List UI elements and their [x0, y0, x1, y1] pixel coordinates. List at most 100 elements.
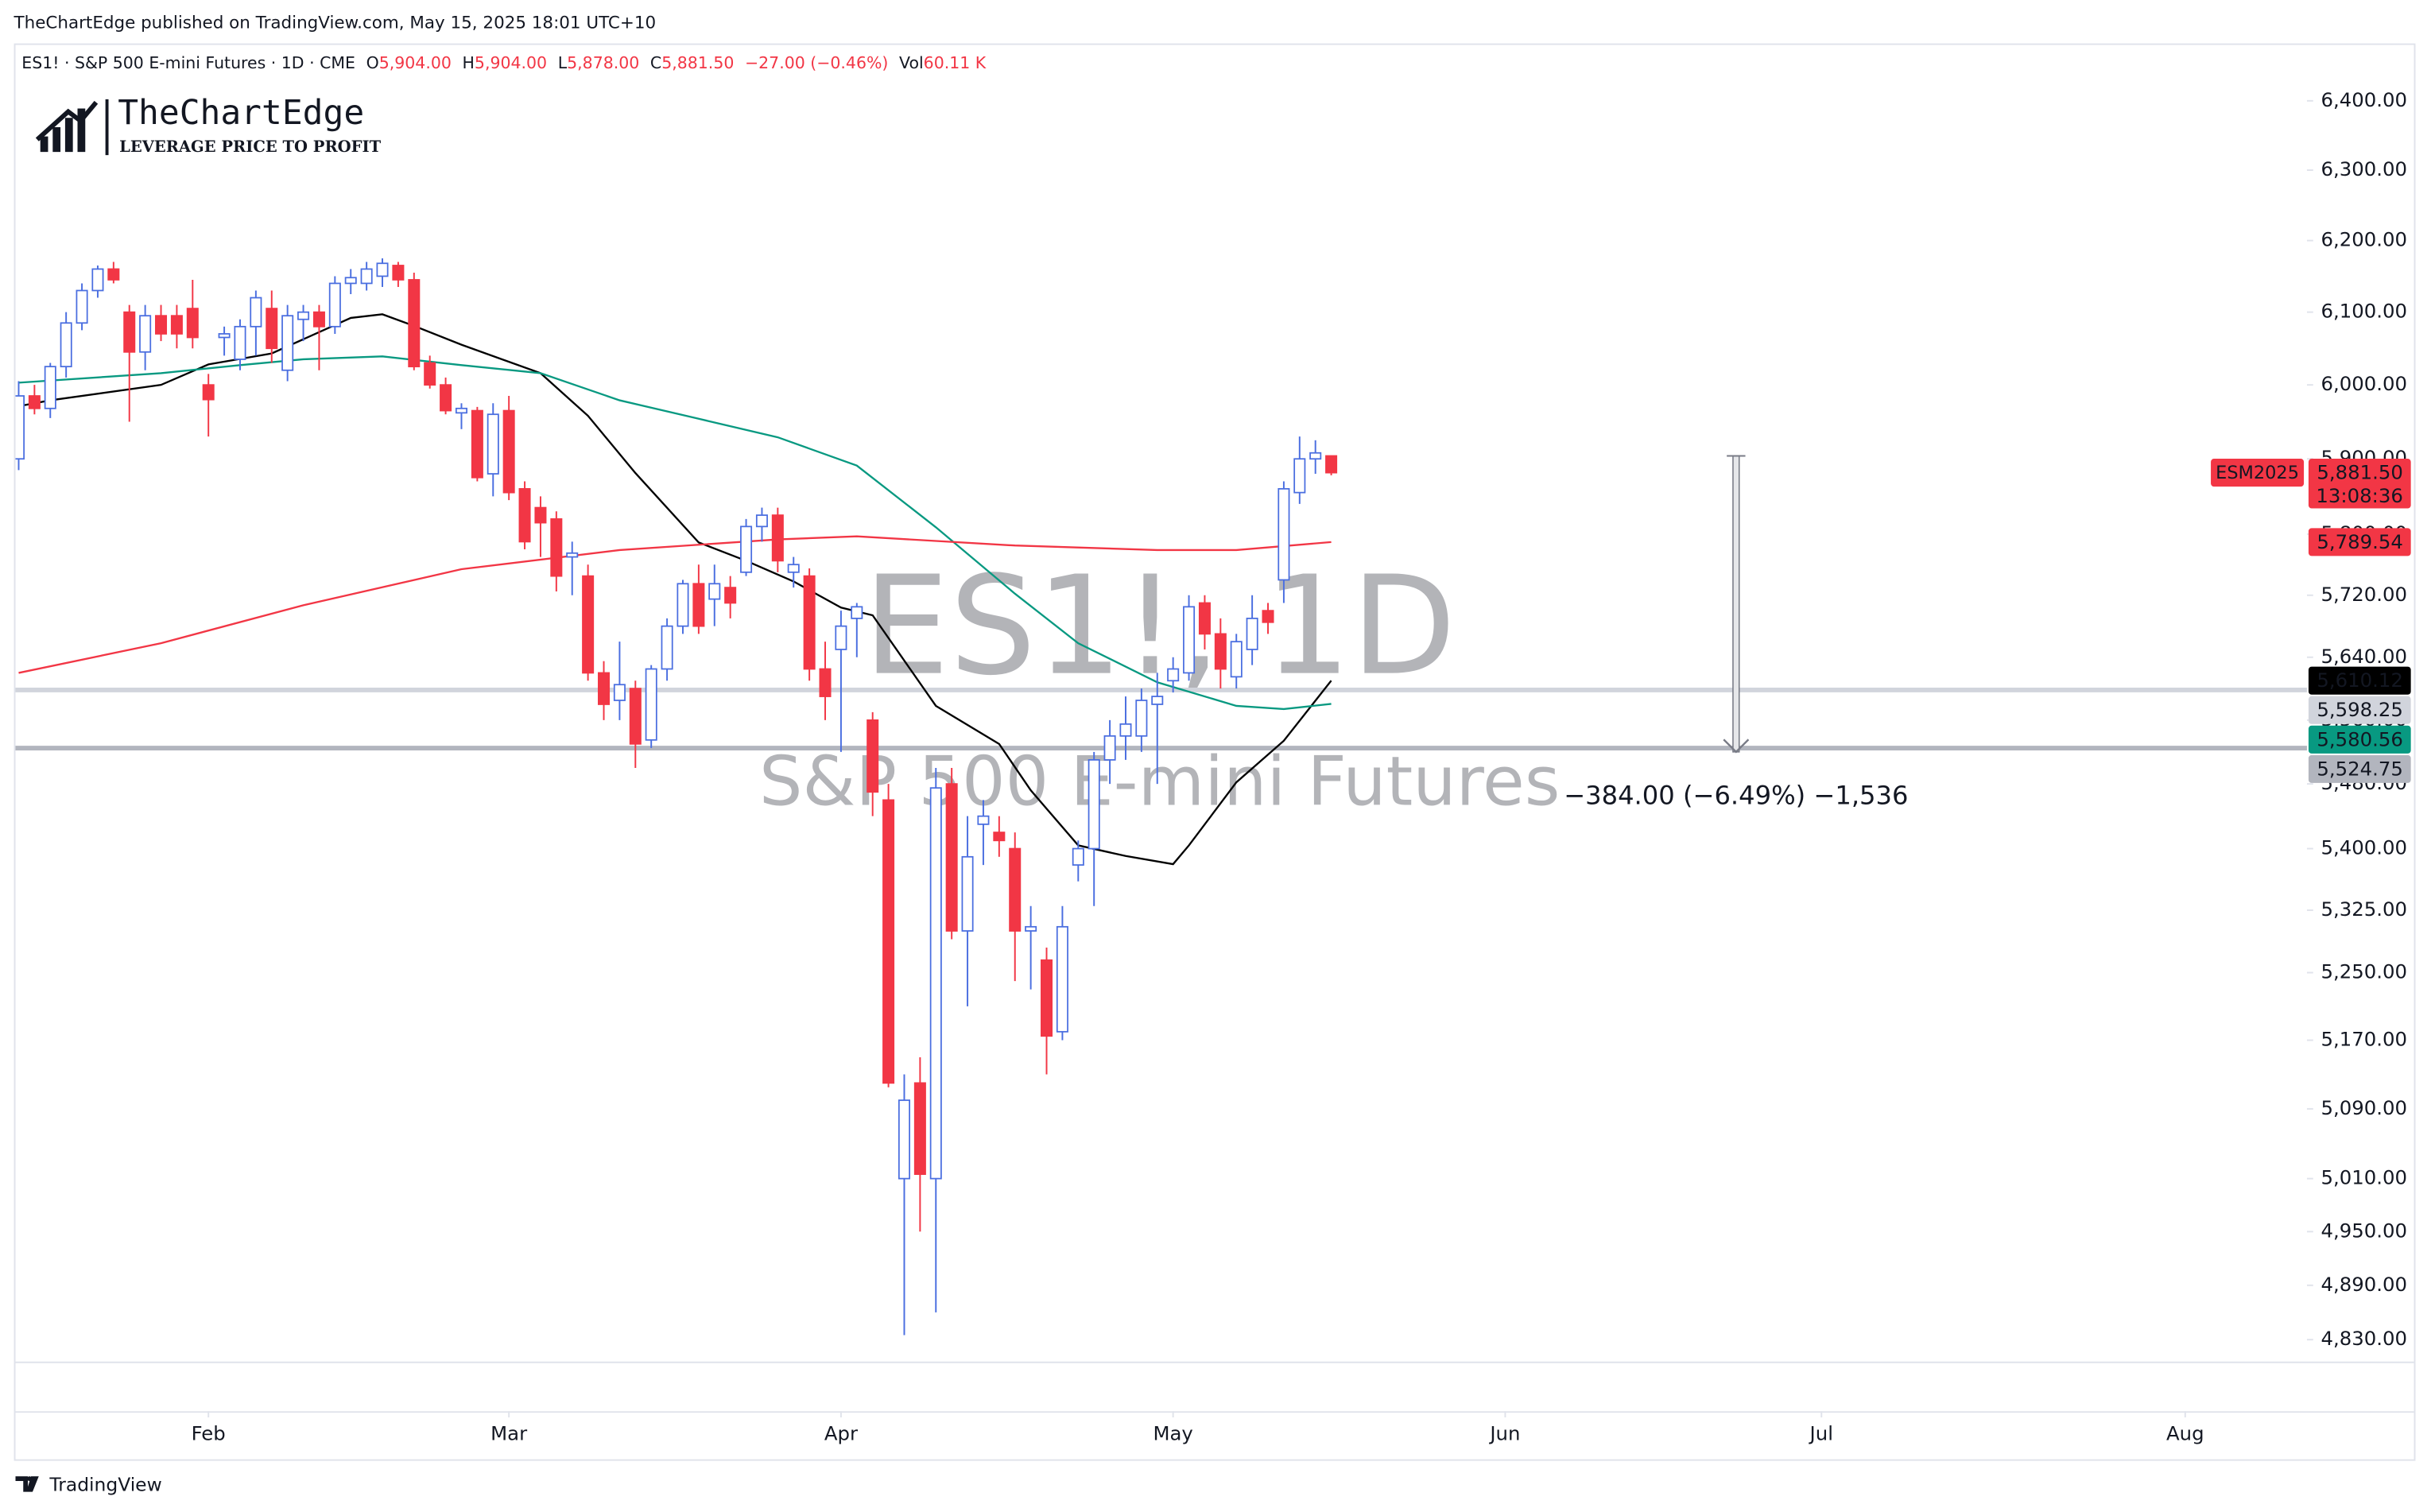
legend-key: O: [366, 53, 379, 72]
candle-body: [44, 366, 56, 409]
logo-bars: [40, 108, 86, 153]
price-label-bg: [2308, 725, 2411, 754]
candle-body: [582, 575, 595, 674]
candle-body: [1183, 606, 1196, 674]
candle-body: [613, 684, 626, 701]
publisher-line: TheChartEdge published on TradingView.co…: [14, 13, 657, 33]
candle-body: [60, 322, 72, 368]
price-label-bg: [2308, 754, 2411, 783]
candle-body: [234, 325, 246, 360]
candle-body: [1103, 735, 1116, 761]
legend-key: Vol: [899, 53, 924, 72]
candle-body: [1009, 847, 1022, 932]
y-tick-label: 4,830.00: [2321, 1327, 2408, 1350]
legend-key: C: [650, 53, 661, 72]
candle-body: [755, 514, 768, 528]
footer-brand: TradingView: [48, 1473, 161, 1495]
candle-body: [91, 268, 104, 292]
candle-body: [1278, 488, 1290, 581]
candle-body: [266, 308, 278, 350]
measure-line: [1732, 455, 1740, 753]
candle-body: [1056, 925, 1068, 1033]
candle-body: [961, 855, 974, 932]
watermark-name: S&P 500 E-mini Futures: [759, 742, 1560, 821]
price-label: 5,789.54: [2317, 530, 2403, 553]
y-tick-label: 6,100.00: [2321, 300, 2408, 323]
x-tick-label: Feb: [192, 1421, 226, 1444]
price-label: 5,610.12: [2317, 669, 2403, 692]
candle-body: [1214, 633, 1227, 670]
countdown: 13:08:36: [2316, 484, 2402, 507]
y-tick-label: 5,170.00: [2321, 1028, 2408, 1051]
candle-body: [835, 625, 847, 650]
logo: TheChartEdge LEVERAGE PRICE TO PROFIT: [35, 93, 382, 156]
x-tick-label: May: [1153, 1421, 1192, 1444]
measure-arrow: [1723, 739, 1750, 754]
y-tick-label: 6,400.00: [2321, 88, 2408, 111]
legend-key: L: [558, 53, 568, 72]
candle-body: [771, 514, 784, 562]
candle-body: [297, 311, 310, 320]
logo-arrow: [35, 100, 99, 142]
legend-title: ES1! · S&P 500 E-mini Futures · 1D · CME: [21, 53, 355, 72]
candle-body: [1246, 618, 1258, 650]
candle-body: [566, 552, 579, 558]
symbol-label-bg: [2211, 459, 2305, 487]
candle-body: [1151, 696, 1164, 705]
candle-body: [1230, 641, 1243, 678]
candle-body: [629, 688, 642, 745]
candle-body: [202, 384, 215, 401]
candle-body: [123, 311, 136, 353]
candle-body: [487, 413, 499, 475]
candle-body: [1135, 700, 1148, 737]
y-tick-label: 6,200.00: [2321, 228, 2408, 251]
candle-body: [929, 787, 942, 1180]
y-tick-label: 5,400.00: [2321, 836, 2408, 859]
candle-body: [518, 488, 531, 543]
candle-body: [787, 564, 800, 573]
candle-body: [692, 583, 705, 627]
candle-body: [1119, 723, 1132, 737]
x-tick-label: Aug: [2166, 1421, 2204, 1444]
candle-body: [392, 265, 405, 281]
candle-body: [1262, 610, 1274, 623]
candle-body: [107, 268, 120, 281]
x-tick-label: Jul: [1809, 1421, 1833, 1444]
candle-body: [1309, 452, 1322, 460]
plot: ES1!, 1D S&P 500 E-mini Futures: [15, 258, 2307, 1336]
y-tick-label: 5,010.00: [2321, 1166, 2408, 1189]
candle-body: [677, 583, 689, 627]
y-tick-label: 4,890.00: [2321, 1273, 2408, 1296]
candle-body: [1325, 455, 1338, 474]
price-label-bg: [2308, 459, 2411, 509]
candle-body: [76, 289, 88, 324]
candle-body: [550, 518, 563, 577]
tv-logo-dot: [27, 1476, 32, 1481]
y-tick-label: 5,250.00: [2321, 960, 2408, 983]
y-tick-label: 5,325.00: [2321, 898, 2408, 921]
candle-body: [376, 262, 389, 277]
y-tick-label: 5,720.00: [2321, 583, 2408, 606]
candle-body: [424, 362, 436, 386]
price-label: 5,881.50: [2317, 461, 2403, 484]
y-tick-label: 6,300.00: [2321, 157, 2408, 180]
y-tick-label: 4,950.00: [2321, 1219, 2408, 1242]
candle-body: [867, 719, 879, 793]
candle-body: [344, 277, 357, 285]
overlay: ES1! · S&P 500 E-mini Futures · 1D · CME…: [21, 53, 2411, 1444]
candle-body: [28, 395, 41, 409]
legend-key: H: [463, 53, 475, 72]
price-label-bg: [2308, 666, 2411, 695]
watermark-symbol: ES1!, 1D: [863, 548, 1456, 706]
footer: TradingView: [15, 1473, 162, 1495]
candle-body: [328, 282, 341, 328]
candle-body: [218, 333, 231, 339]
candle-body: [534, 506, 547, 524]
candle-body: [170, 315, 183, 335]
price-label-bg: [2308, 696, 2411, 724]
x-tick-label: Jun: [1488, 1421, 1520, 1444]
candle-body: [281, 315, 294, 371]
measure-label: −384.00 (−6.49%) −1,536: [1564, 780, 1908, 810]
